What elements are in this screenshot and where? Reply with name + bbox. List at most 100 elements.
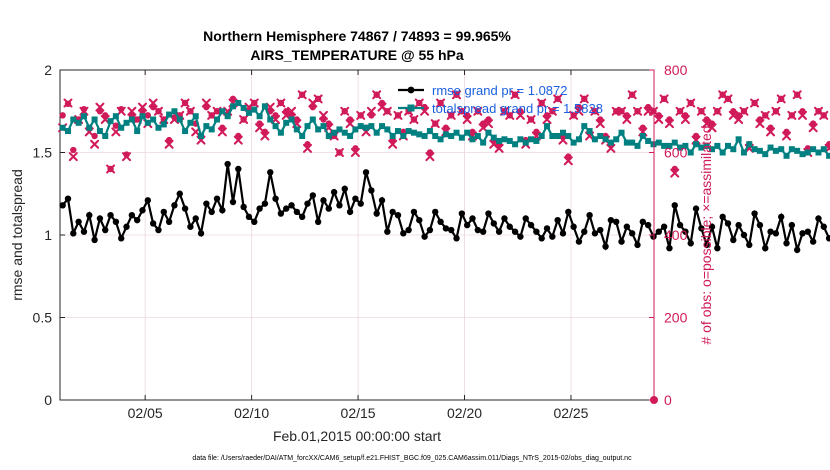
rmse-point	[160, 208, 167, 216]
rmse-point	[554, 216, 561, 224]
totalspread-point	[661, 142, 668, 149]
rmse-point	[181, 205, 189, 212]
totalspread-point	[421, 133, 428, 139]
rmse-point	[176, 190, 183, 197]
obs-assimilated-point	[494, 143, 504, 153]
obs-assimilated-point	[436, 98, 446, 108]
rmse-point	[410, 208, 418, 216]
rmse-point	[272, 195, 279, 202]
rmse-point	[724, 220, 732, 227]
totalspread-point	[192, 113, 199, 120]
rmse-point	[793, 246, 801, 254]
y-left-tick-label: 1	[44, 227, 52, 243]
rmse-point	[197, 230, 205, 237]
rmse-point	[432, 208, 439, 216]
obs-assimilated-point	[723, 94, 733, 104]
obs-assimilated-point	[334, 148, 344, 157]
totalspread-point	[293, 126, 300, 133]
obs-assimilated-point	[260, 131, 270, 141]
rmse-point	[522, 215, 529, 222]
totalspread-point	[756, 147, 763, 154]
rmse-point	[171, 202, 178, 209]
rmse-point	[309, 192, 317, 199]
obs-assimilated-point	[153, 106, 163, 116]
totalspread-point	[150, 116, 157, 123]
totalspread-point	[783, 152, 790, 159]
totalspread-point	[304, 123, 311, 130]
totalspread-point	[80, 113, 87, 120]
rmse-point	[666, 245, 673, 252]
obs-assimilated-point	[297, 90, 307, 100]
totalspread-point	[118, 124, 125, 131]
totalspread-point	[501, 136, 508, 143]
rmse-point	[91, 236, 98, 244]
rmse-point	[288, 202, 295, 209]
obs-assimilated-point	[808, 123, 818, 133]
rmse-point	[495, 228, 503, 235]
totalspread-point	[815, 149, 822, 156]
totalspread-point	[517, 136, 524, 143]
obs-assimilated-point	[505, 110, 515, 120]
obs-assimilated-point	[340, 106, 350, 116]
rmse-point	[165, 218, 173, 225]
y-left-axis-ticks: 0 0.5 1 1.5 2	[33, 62, 65, 408]
totalspread-point	[602, 136, 609, 143]
rmse-point	[501, 215, 508, 222]
obs-assimilated-point	[734, 115, 744, 124]
totalspread-point	[134, 128, 141, 135]
rmse-point	[772, 230, 780, 237]
rmse-point	[570, 223, 577, 230]
totalspread-point	[804, 149, 811, 156]
obs-assimilated-point	[68, 152, 78, 162]
legend-spread-marker	[407, 104, 415, 112]
totalspread-point	[724, 142, 731, 149]
rmse-point	[527, 221, 535, 229]
rmse-point	[224, 160, 231, 168]
totalspread-point	[820, 146, 827, 153]
totalspread-point	[650, 141, 657, 148]
totalspread-point	[581, 123, 588, 130]
x-tick-label: 02/25	[553, 405, 588, 421]
totalspread-point	[623, 139, 630, 146]
rmse-point	[293, 208, 301, 216]
rmse-point	[149, 220, 157, 227]
totalspread-point	[203, 123, 210, 130]
totalspread-point	[182, 128, 189, 135]
totalspread-point	[394, 128, 401, 135]
rmse-point	[314, 218, 322, 225]
obs-assimilated-point	[664, 119, 674, 129]
rmse-point	[469, 215, 476, 222]
rmse-point	[714, 245, 721, 252]
totalspread-point	[671, 139, 678, 146]
totalspread-point	[549, 133, 556, 139]
totalspread-point	[405, 128, 412, 135]
rmse-point	[538, 235, 545, 242]
rmse-point	[133, 216, 141, 224]
rmse-point	[703, 241, 710, 249]
rmse-point	[384, 228, 391, 235]
totalspread-point	[485, 129, 492, 136]
rmse-point	[86, 212, 93, 219]
obs-assimilated-point	[388, 139, 398, 149]
totalspread-point	[772, 147, 779, 154]
totalspread-point	[682, 142, 689, 149]
legend-rmse-marker	[407, 86, 415, 94]
rmse-point	[634, 241, 641, 249]
rmse-point	[543, 225, 551, 232]
obs-assimilated-point	[350, 148, 360, 157]
obs-assimilated-point	[366, 106, 376, 116]
totalspread-point	[426, 128, 433, 135]
totalspread-point	[719, 149, 726, 156]
totalspread-point	[410, 129, 417, 136]
rmse-point	[751, 210, 758, 217]
y-left-axis-label: rmse and totalspread	[9, 169, 25, 301]
obs-assimilated-point	[95, 102, 105, 112]
rmse-point	[788, 221, 796, 229]
totalspread-point	[384, 126, 391, 133]
totalspread-point	[272, 123, 279, 130]
obs-assimilated-point	[574, 106, 584, 116]
obs-assimilated-point	[595, 119, 605, 129]
rmse-point	[320, 197, 327, 204]
totalspread-point	[469, 136, 476, 143]
totalspread-point	[586, 128, 593, 135]
